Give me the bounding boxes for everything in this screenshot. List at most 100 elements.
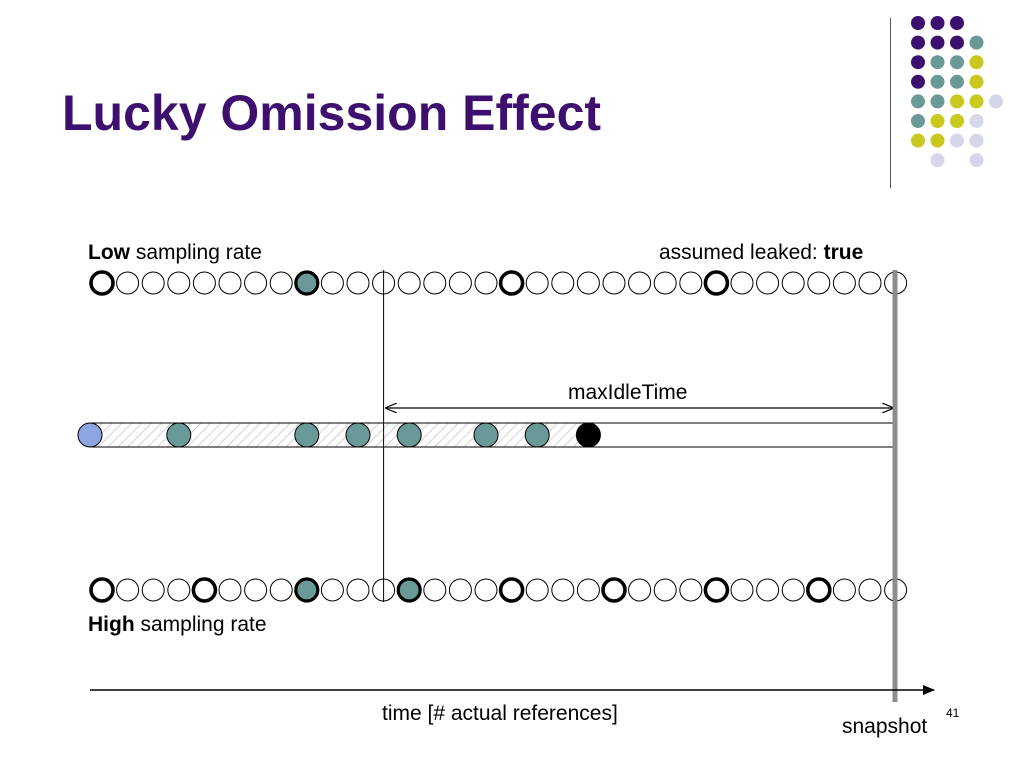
decorative-dot	[989, 94, 1003, 109]
low-rate-reference	[781, 271, 805, 295]
decorative-dot	[911, 55, 925, 70]
low-rate-sampled-reference	[89, 270, 115, 296]
decorative-dot	[930, 35, 945, 50]
decorative-dot	[969, 55, 984, 70]
high-rate-reference	[346, 578, 370, 602]
high-rate-sampled-reference	[294, 577, 320, 603]
low-rate-reference	[628, 271, 652, 295]
allocation-point	[77, 422, 103, 448]
high-rate-reference	[320, 578, 344, 602]
low-rate-reference	[679, 271, 703, 295]
high-rate-reference	[141, 578, 165, 602]
low-rate-reference	[832, 271, 856, 295]
decorative-dot	[911, 133, 925, 148]
high-rate-reference	[576, 578, 600, 602]
high-rate-sampled-reference	[601, 577, 627, 603]
low-rate-reference	[858, 271, 882, 295]
low-rate-reference	[448, 271, 472, 295]
low-rate-reference	[423, 271, 447, 295]
low-rate-sampled-reference	[294, 270, 320, 296]
decorative-dot	[930, 55, 945, 70]
low-rate-reference	[551, 271, 575, 295]
decorative-dot	[969, 74, 984, 89]
high-rate-reference	[525, 578, 549, 602]
object-reference	[396, 422, 422, 448]
decorative-dot	[950, 74, 964, 89]
decorative-dot	[969, 94, 984, 109]
decorative-dot	[969, 133, 984, 148]
decorative-dot	[911, 35, 925, 50]
high-rate-sampled-reference	[805, 577, 832, 603]
low-rate-reference	[653, 271, 677, 295]
decorative-dot	[930, 74, 945, 89]
low-sampling-rate-label: Low sampling rate	[88, 241, 262, 264]
high-rate-reference	[116, 578, 140, 602]
low-rate-reference	[269, 271, 293, 295]
decorative-dot	[950, 94, 964, 109]
decorative-dot	[911, 114, 925, 128]
snapshot-label: snapshot	[842, 715, 928, 738]
high-rate-reference	[832, 578, 856, 602]
high-sampling-rate-label: High sampling rate	[88, 613, 267, 636]
high-rate-reference	[679, 578, 703, 602]
low-rate-reference	[397, 271, 421, 295]
decorative-dot-grid	[911, 16, 1003, 168]
guide-lines	[90, 270, 935, 702]
high-rate-reference	[653, 578, 677, 602]
decorative-dot	[950, 35, 964, 50]
high-rate-reference	[730, 578, 754, 602]
high-rate-reference	[167, 578, 191, 602]
high-rate-reference	[448, 578, 472, 602]
low-rate-reference	[807, 271, 831, 295]
low-rate-reference	[218, 271, 242, 295]
high-rate-reference	[858, 578, 882, 602]
low-rate-sampled-reference	[703, 270, 730, 296]
decorative-dot	[950, 133, 964, 148]
low-rate-reference	[756, 271, 780, 295]
high-rate-reference	[756, 578, 780, 602]
decorative-dot	[930, 153, 945, 168]
decorative-dot	[969, 114, 984, 128]
high-rate-reference	[423, 578, 447, 602]
high-rate-sampled-reference	[396, 577, 422, 603]
high-rate-reference	[474, 578, 498, 602]
decorative-dot	[950, 16, 964, 30]
high-rate-reference-row	[89, 577, 908, 603]
low-rate-reference	[525, 271, 549, 295]
object-reference	[345, 422, 371, 448]
low-rate-reference	[141, 271, 165, 295]
low-rate-reference	[192, 271, 216, 295]
decorative-dot	[969, 35, 984, 50]
object-reference	[524, 422, 550, 448]
lifetime-hatched-span	[90, 423, 589, 447]
low-rate-reference	[730, 271, 754, 295]
low-rate-reference	[346, 271, 370, 295]
object-reference	[166, 422, 192, 448]
high-rate-sampled-reference	[191, 577, 218, 603]
low-rate-reference	[576, 271, 600, 295]
decorative-dot	[911, 94, 925, 109]
decorative-dot	[930, 16, 945, 30]
low-rate-reference	[244, 271, 268, 295]
decorative-dot	[930, 133, 945, 148]
assumed-leaked-label: assumed leaked: true	[659, 241, 864, 264]
object-reference	[473, 422, 499, 448]
low-rate-reference	[167, 271, 191, 295]
decorative-dot	[930, 114, 945, 128]
high-rate-reference	[269, 578, 293, 602]
title-divider	[890, 18, 891, 188]
high-rate-sampled-reference	[89, 577, 115, 603]
low-rate-sampled-reference	[498, 270, 525, 296]
high-rate-reference	[218, 578, 242, 602]
low-rate-reference	[116, 271, 140, 295]
max-idle-time-label: maxIdleTime	[568, 381, 688, 404]
decorative-dot	[930, 94, 945, 109]
page-number: 41	[946, 706, 960, 720]
object-reference	[294, 422, 320, 448]
high-rate-sampled-reference	[703, 577, 730, 603]
time-axis-label: time [# actual references]	[382, 702, 618, 725]
decorative-dot	[911, 74, 925, 89]
decorative-dot	[950, 55, 964, 70]
slide-title: Lucky Omission Effect	[62, 85, 602, 141]
